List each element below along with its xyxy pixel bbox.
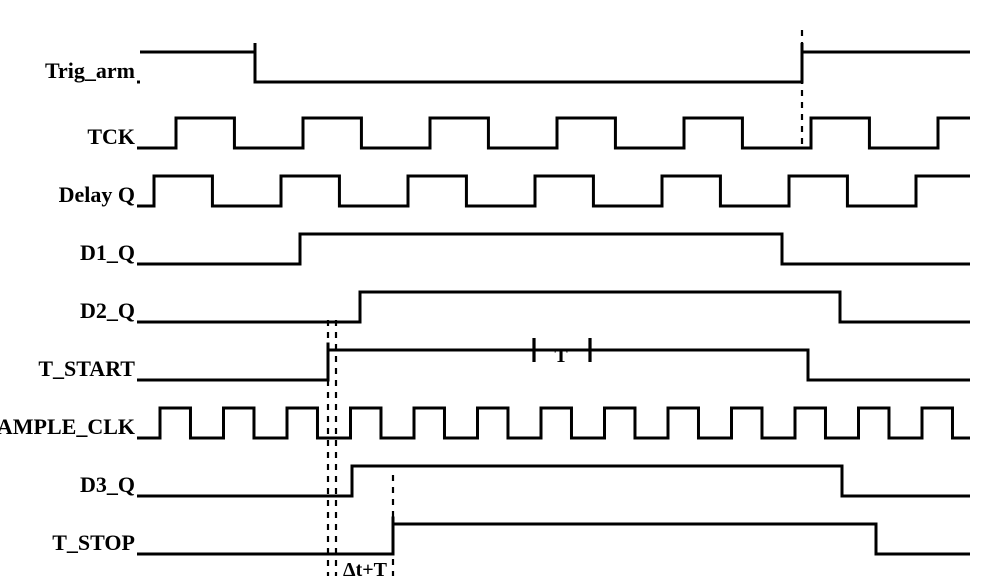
label-T_START: T_START [38, 356, 135, 381]
label-TCK: TCK [87, 124, 135, 149]
label-T_STOP: T_STOP [52, 530, 135, 555]
label-D1_Q: D1_Q [80, 240, 135, 265]
trace-TCK [140, 118, 970, 148]
signal-DelayQ: Delay Q [59, 176, 970, 207]
signal-D2_Q: D2_Q [80, 292, 970, 323]
label-D2_Q: D2_Q [80, 298, 135, 323]
signal-D1_Q: D1_Q [80, 234, 970, 265]
timing-diagram: Trig_arm TCK Delay Q D1_Q D2_Q T_START SAMPLE_… [0, 0, 1000, 582]
trace-D3_Q [140, 466, 970, 496]
trace-D1_Q [140, 234, 970, 264]
trace-Trig_arm [140, 43, 970, 82]
signal-Trig_arm: Trig_arm [45, 43, 970, 83]
label-SAMPLE_CLK: SAMPLE_CLK [0, 414, 135, 439]
anno-T: T [554, 345, 568, 367]
label-D3_Q: D3_Q [80, 472, 135, 497]
trace-D2_Q [140, 292, 970, 322]
trace-T_STOP [140, 517, 970, 555]
label-Trig_arm: Trig_arm [45, 58, 135, 83]
anno-deltaT: Δt+T [343, 559, 388, 581]
trace-DelayQ [140, 176, 970, 206]
signal-TCK: TCK [87, 118, 970, 149]
signal-SAMPLE_CLK: SAMPLE_CLK [0, 408, 970, 439]
trace-SAMPLE_CLK [140, 408, 970, 438]
label-DelayQ: Delay Q [59, 182, 135, 207]
signal-T_STOP: T_STOP [52, 517, 970, 556]
signal-D3_Q: D3_Q [80, 466, 970, 497]
signal-T_START: T_START [38, 343, 970, 382]
